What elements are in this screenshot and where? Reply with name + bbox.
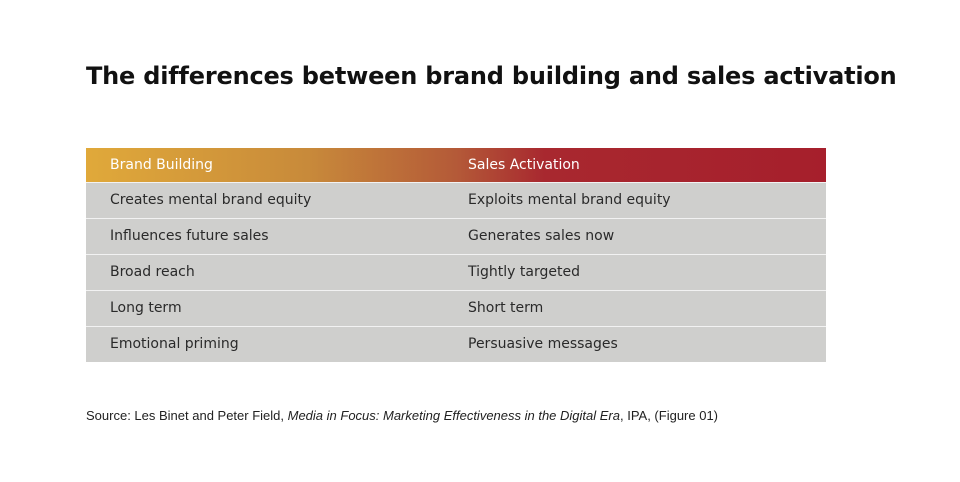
sales-activation-cell: Exploits mental brand equity <box>468 192 671 208</box>
brand-building-cell: Emotional priming <box>110 336 239 353</box>
comparison-table: Brand Building Sales Activation Creates … <box>86 148 826 362</box>
table-row: Influences future sales Generates sales … <box>86 218 826 254</box>
source-prefix: Source: Les Binet and Peter Field, <box>86 408 288 423</box>
table-row: Broad reach Tightly targeted <box>86 254 826 290</box>
brand-building-cell: Long term <box>110 300 182 316</box>
brand-building-cell: Influences future sales <box>110 228 269 244</box>
page-title: The differences between brand building a… <box>86 62 897 90</box>
table-row: Emotional priming Persuasive messages <box>86 326 826 362</box>
table-row: Long term Short term <box>86 290 826 326</box>
header-sales-activation: Sales Activation <box>468 156 580 173</box>
sales-activation-cell: Tightly targeted <box>468 264 580 280</box>
source-publication: Media in Focus: Marketing Effectiveness … <box>287 408 620 423</box>
brand-building-cell: Broad reach <box>110 264 195 280</box>
table-row: Creates mental brand equity Exploits men… <box>86 182 826 218</box>
sales-activation-cell: Persuasive messages <box>468 336 618 353</box>
table-header-row: Brand Building Sales Activation <box>86 148 826 182</box>
sales-activation-cell: Generates sales now <box>468 228 615 244</box>
header-brand-building: Brand Building <box>110 156 213 173</box>
source-suffix: , IPA, (Figure 01) <box>620 408 719 423</box>
brand-building-cell: Creates mental brand equity <box>110 192 312 208</box>
source-citation: Source: Les Binet and Peter Field, Media… <box>86 408 718 423</box>
sales-activation-cell: Short term <box>468 300 544 316</box>
